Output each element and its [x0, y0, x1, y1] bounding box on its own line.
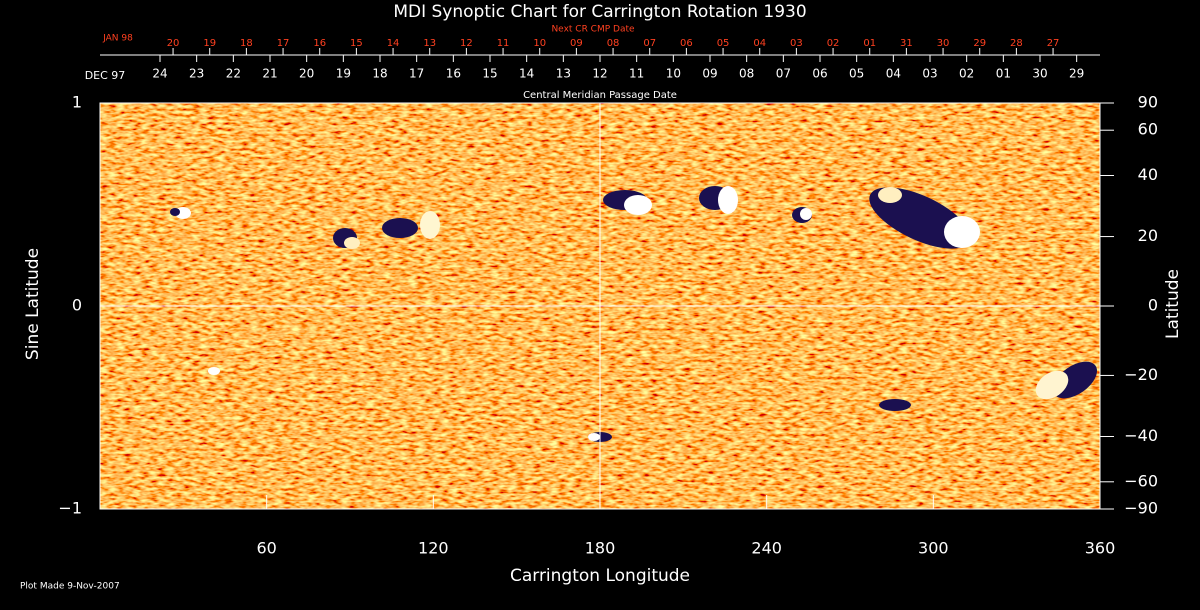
date-tick-label: 15 [482, 67, 497, 81]
date-tick-label: 30 [1032, 67, 1047, 81]
date-tick-label: 14 [519, 67, 534, 81]
date-tick-label: 16 [446, 67, 461, 81]
top-tick-label: 10 [533, 38, 546, 49]
y2-tick-label: −20 [1124, 365, 1158, 384]
date-tick-label: 07 [776, 67, 791, 81]
date-tick-label: 02 [959, 67, 974, 81]
x-tick-label: 60 [256, 539, 276, 558]
y2-tick-label: 60 [1138, 120, 1158, 139]
top-axis-label: Next CR CMP Date [551, 25, 635, 35]
y2-tick-label: −60 [1124, 471, 1158, 490]
top-tick-label: 16 [313, 38, 326, 49]
x-axis-label: Carrington Longitude [510, 566, 690, 586]
top-tick-label: 29 [973, 38, 986, 49]
date-tick-label: 21 [262, 67, 277, 81]
top-tick-label: 30 [937, 38, 950, 49]
top-tick-label: 08 [607, 38, 620, 49]
date-tick-label: 18 [372, 67, 387, 81]
top-start-label: JAN 98 [102, 34, 133, 44]
top-tick-label: 05 [717, 38, 730, 49]
date-tick-label: 20 [299, 67, 314, 81]
date-tick-label: 01 [996, 67, 1011, 81]
y-tick-label: 0 [72, 296, 82, 315]
y-tick-label: 1 [72, 93, 82, 112]
footnote: Plot Made 9-Nov-2007 [20, 582, 120, 592]
top-tick-label: 13 [423, 38, 436, 49]
date-tick-label: 09 [702, 67, 717, 81]
y2-tick-label: −90 [1124, 499, 1158, 518]
date-tick-label: 10 [666, 67, 681, 81]
top-tick-label: 28 [1010, 38, 1023, 49]
top-tick-label: 14 [387, 38, 400, 49]
date-tick-label: 29 [1069, 67, 1084, 81]
top-tick-label: 17 [277, 38, 290, 49]
date-tick-label: 11 [629, 67, 644, 81]
active-regions [170, 186, 1097, 442]
top-tick-label: 20 [167, 38, 180, 49]
date-tick-label: 24 [152, 67, 167, 81]
date-tick-label: 08 [739, 67, 754, 81]
top-tick-label: 02 [827, 38, 840, 49]
x-tick-label: 120 [418, 539, 449, 558]
date-tick-label: 03 [922, 67, 937, 81]
top-tick-label: 06 [680, 38, 693, 49]
date-start-label: DEC 97 [85, 69, 126, 82]
top-tick-label: 03 [790, 38, 803, 49]
date-tick-label: 05 [849, 67, 864, 81]
x-tick-label: 360 [1085, 539, 1116, 558]
x-tick-label: 180 [585, 539, 616, 558]
y2-axis-label: Latitude [1163, 269, 1183, 339]
top-tick-label: 19 [203, 38, 216, 49]
x-tick-label: 300 [918, 539, 949, 558]
date-tick-label: 17 [409, 67, 424, 81]
y2-tick-label: 90 [1138, 93, 1158, 112]
top-tick-label: 11 [497, 38, 510, 49]
date-tick-label: 19 [336, 67, 351, 81]
top-tick-label: 07 [643, 38, 656, 49]
x-tick-label: 240 [751, 539, 782, 558]
date-tick-label: 22 [226, 67, 241, 81]
date-tick-label: 23 [189, 67, 204, 81]
date-axis-label: Central Meridian Passage Date [523, 90, 677, 101]
top-tick-label: 18 [240, 38, 253, 49]
top-tick-label: 27 [1047, 38, 1060, 49]
top-tick-label: 12 [460, 38, 473, 49]
top-tick-label: 01 [863, 38, 876, 49]
y2-tick-label: 20 [1138, 226, 1158, 245]
y-tick-label: −1 [58, 499, 82, 518]
date-tick-label: 06 [812, 67, 827, 81]
top-tick-label: 04 [753, 38, 766, 49]
y-axis-label: Sine Latitude [23, 248, 43, 360]
date-tick-label: 04 [886, 67, 901, 81]
chart-title: MDI Synoptic Chart for Carrington Rotati… [393, 2, 806, 22]
top-tick-label: 31 [900, 38, 913, 49]
top-tick-label: 09 [570, 38, 583, 49]
top-tick-label: 15 [350, 38, 363, 49]
y2-tick-label: −40 [1124, 426, 1158, 445]
date-tick-label: 13 [556, 67, 571, 81]
y2-tick-label: 40 [1138, 165, 1158, 184]
y2-tick-label: 0 [1148, 296, 1158, 315]
date-tick-label: 12 [592, 67, 607, 81]
